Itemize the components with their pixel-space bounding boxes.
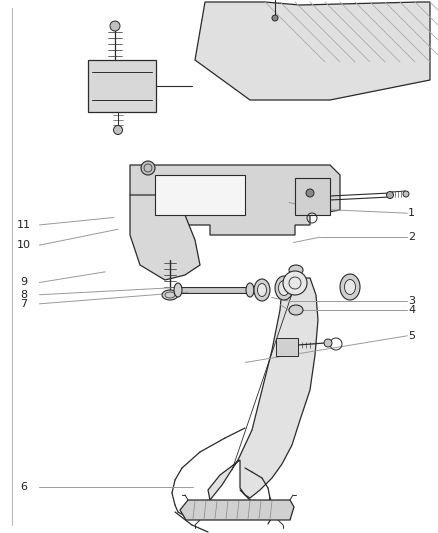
Ellipse shape xyxy=(254,279,270,301)
Text: 1: 1 xyxy=(408,208,415,218)
Text: 2: 2 xyxy=(408,232,415,242)
Text: 7: 7 xyxy=(21,299,28,309)
Circle shape xyxy=(386,191,393,198)
Bar xyxy=(88,60,156,112)
Polygon shape xyxy=(195,2,430,100)
Circle shape xyxy=(113,125,123,134)
Text: 3: 3 xyxy=(408,296,415,306)
Polygon shape xyxy=(295,178,330,215)
Ellipse shape xyxy=(289,305,303,315)
Text: 6: 6 xyxy=(21,482,28,491)
Ellipse shape xyxy=(246,283,254,297)
Ellipse shape xyxy=(162,290,178,300)
Ellipse shape xyxy=(289,265,303,275)
Text: 11: 11 xyxy=(17,220,31,230)
Circle shape xyxy=(272,15,278,21)
Circle shape xyxy=(141,161,155,175)
Ellipse shape xyxy=(345,279,356,295)
Ellipse shape xyxy=(275,276,293,300)
Polygon shape xyxy=(130,195,200,280)
Polygon shape xyxy=(208,278,318,500)
Circle shape xyxy=(403,191,409,197)
Text: 9: 9 xyxy=(21,278,28,287)
Polygon shape xyxy=(130,165,340,235)
Ellipse shape xyxy=(174,283,182,297)
Circle shape xyxy=(283,271,307,295)
Polygon shape xyxy=(180,500,294,520)
Ellipse shape xyxy=(340,274,360,300)
Ellipse shape xyxy=(279,280,290,295)
Text: 10: 10 xyxy=(17,240,31,250)
Text: 4: 4 xyxy=(408,305,415,315)
Circle shape xyxy=(306,189,314,197)
Ellipse shape xyxy=(258,284,266,296)
Text: 5: 5 xyxy=(408,331,415,341)
Bar xyxy=(155,175,245,215)
Circle shape xyxy=(324,339,332,347)
Circle shape xyxy=(110,21,120,31)
Text: 8: 8 xyxy=(21,290,28,300)
Bar xyxy=(276,338,298,356)
